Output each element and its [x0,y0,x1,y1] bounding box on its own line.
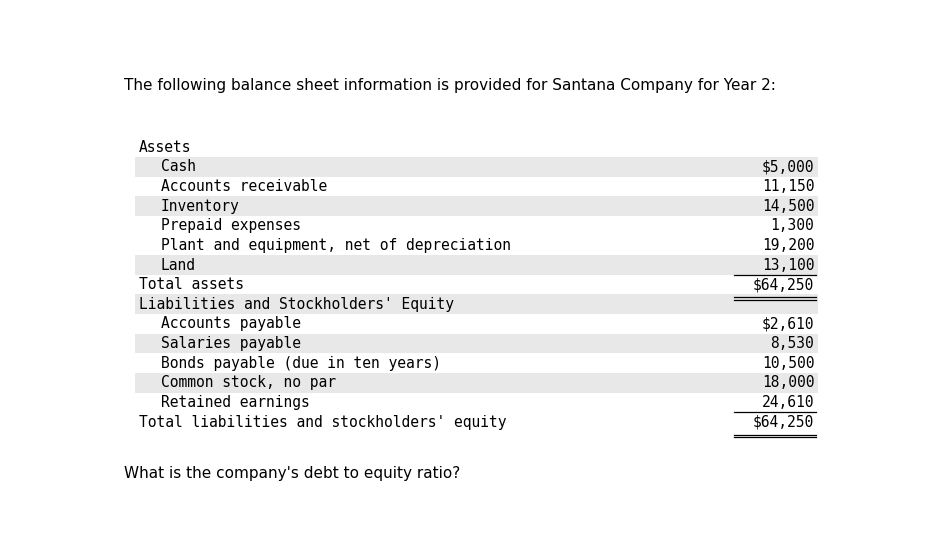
Text: 8,530: 8,530 [769,336,813,351]
Text: Accounts payable: Accounts payable [161,317,300,331]
Text: Land: Land [161,258,196,272]
Bar [135,196,817,216]
Bar [135,255,817,275]
Text: What is the company's debt to equity ratio?: What is the company's debt to equity rat… [124,466,461,481]
Text: $5,000: $5,000 [761,159,813,174]
Text: Prepaid expenses: Prepaid expenses [161,218,300,233]
Text: 13,100: 13,100 [761,258,813,272]
Text: 1,300: 1,300 [769,218,813,233]
Text: Total assets: Total assets [139,277,243,292]
Text: Bonds payable (due in ten years): Bonds payable (due in ten years) [161,356,440,371]
Text: Total liabilities and stockholders' equity: Total liabilities and stockholders' equi… [139,415,505,430]
Text: 10,500: 10,500 [761,356,813,371]
Text: 18,000: 18,000 [761,375,813,391]
Text: Accounts receivable: Accounts receivable [161,179,327,194]
Text: Inventory: Inventory [161,199,240,213]
Bar [135,294,817,314]
Text: Cash: Cash [161,159,196,174]
Text: The following balance sheet information is provided for Santana Company for Year: The following balance sheet information … [124,78,775,94]
Text: $64,250: $64,250 [753,415,813,430]
Text: Retained earnings: Retained earnings [161,395,309,410]
Bar [135,334,817,353]
Text: Assets: Assets [139,139,191,155]
Text: 24,610: 24,610 [761,395,813,410]
Bar [135,157,817,177]
Text: 19,200: 19,200 [761,238,813,253]
Text: Liabilities and Stockholders' Equity: Liabilities and Stockholders' Equity [139,297,453,312]
Text: Common stock, no par: Common stock, no par [161,375,335,391]
Text: Plant and equipment, net of depreciation: Plant and equipment, net of depreciation [161,238,510,253]
Bar [135,373,817,393]
Text: Salaries payable: Salaries payable [161,336,300,351]
Text: 11,150: 11,150 [761,179,813,194]
Text: $2,610: $2,610 [761,317,813,331]
Text: $64,250: $64,250 [753,277,813,292]
Text: 14,500: 14,500 [761,199,813,213]
